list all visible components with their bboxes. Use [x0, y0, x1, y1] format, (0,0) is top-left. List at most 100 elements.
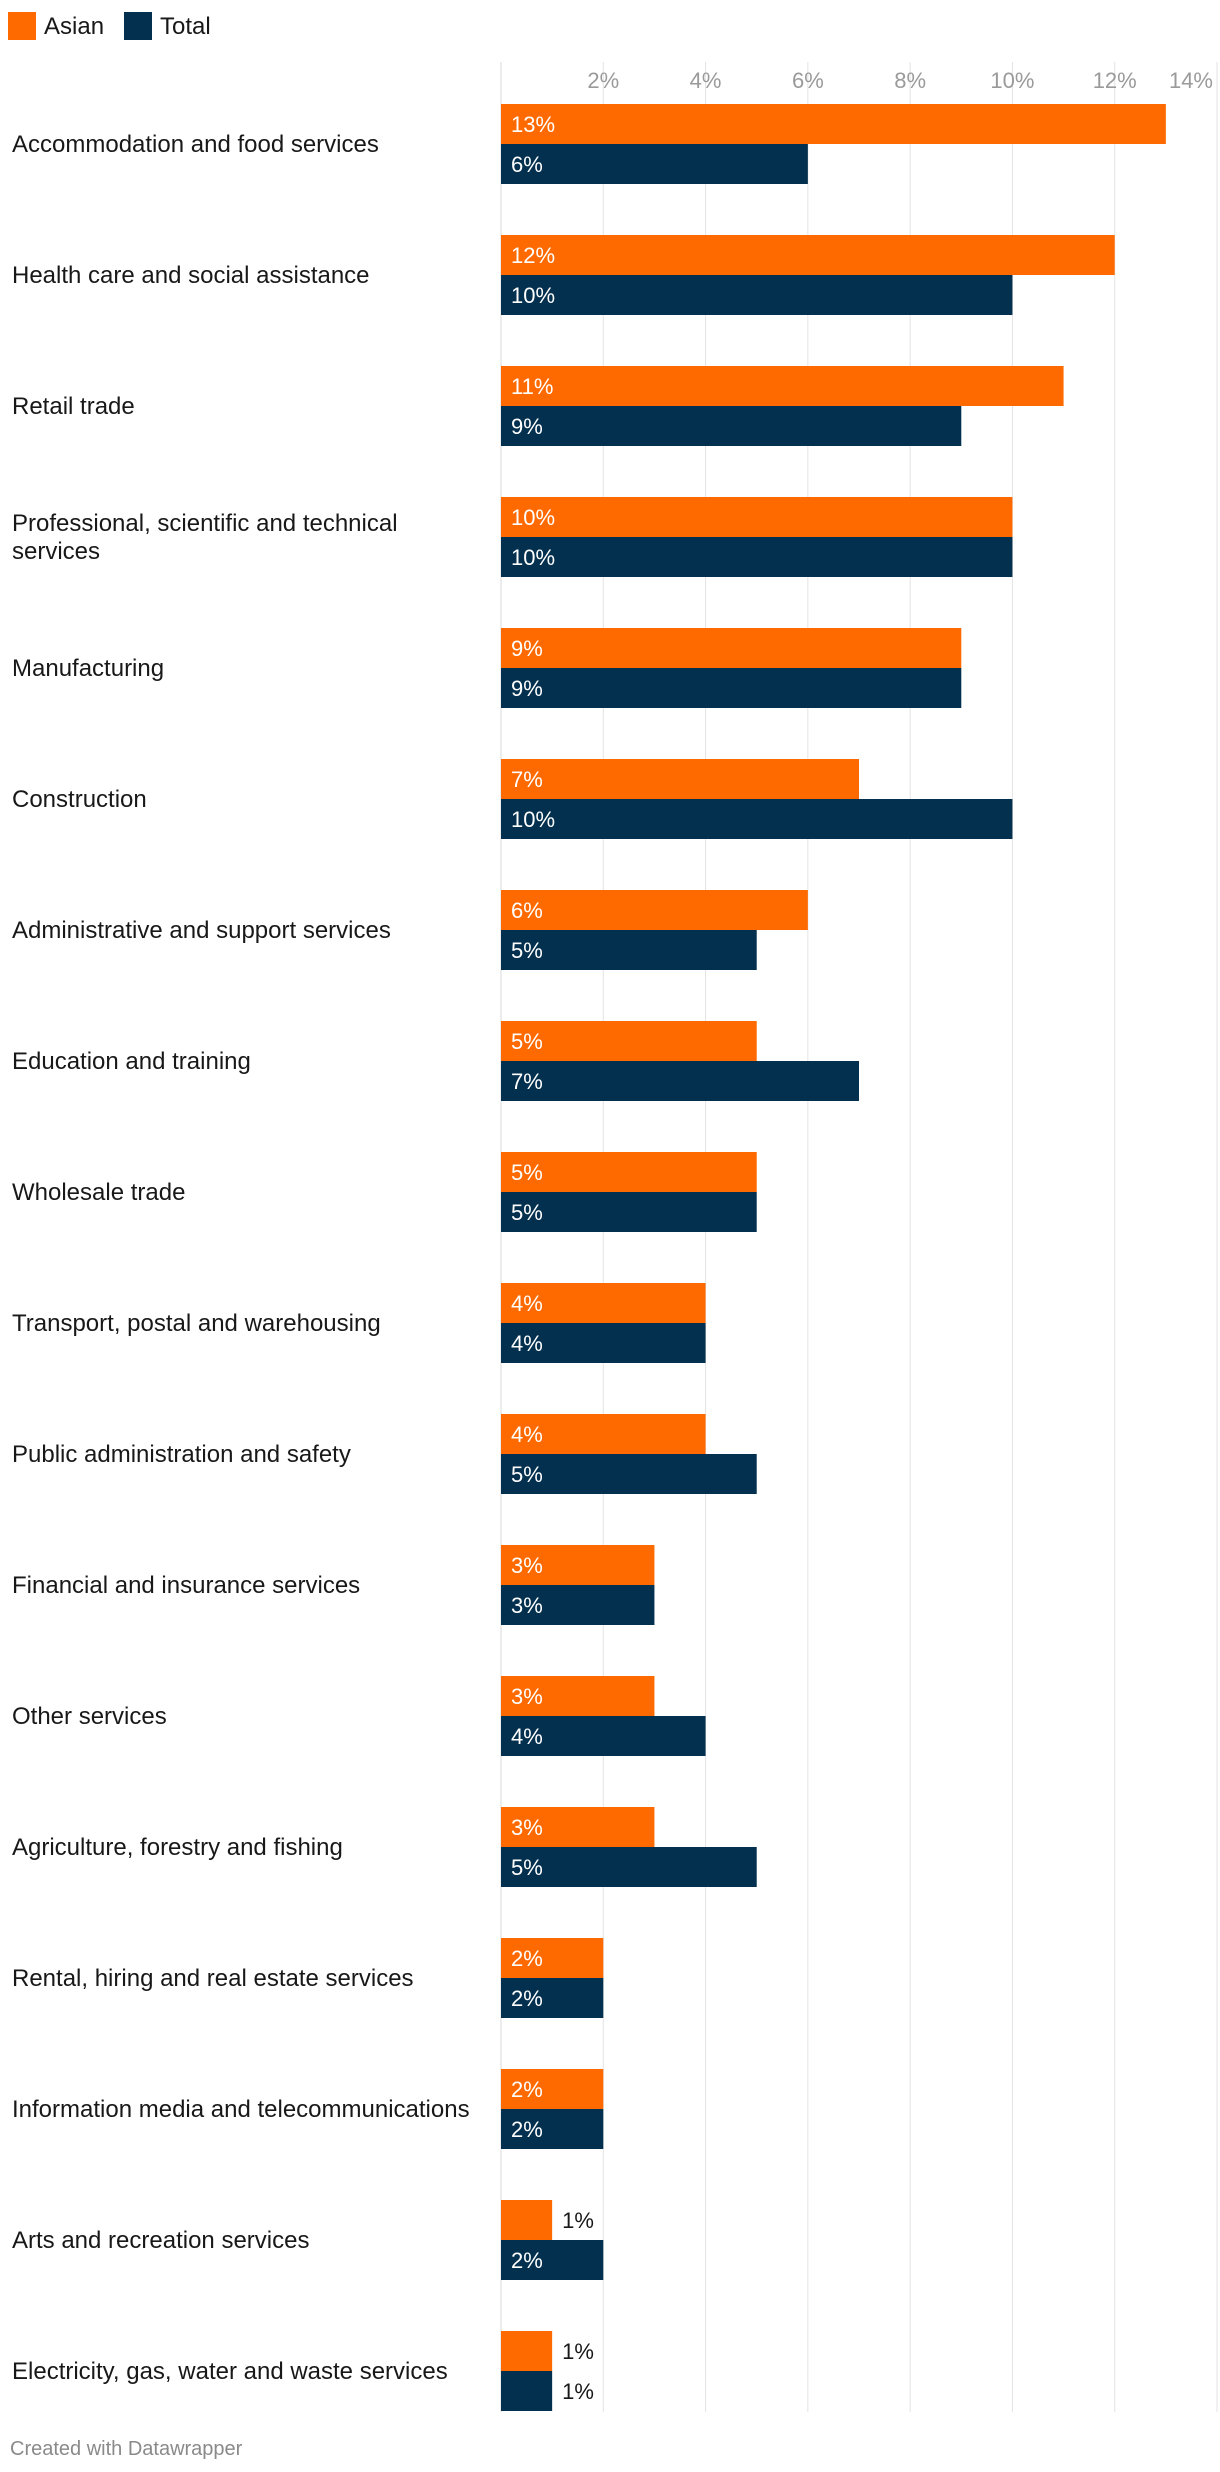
value-label-total: 2%	[511, 2117, 543, 2142]
category-label: Health care and social assistance	[12, 262, 370, 289]
value-label-total: 2%	[511, 1986, 543, 2011]
value-label-asian: 1%	[562, 2339, 594, 2364]
value-label-total: 10%	[511, 283, 555, 308]
bar-asian	[501, 1414, 706, 1454]
bar-total	[501, 1061, 859, 1101]
category-label: Rental, hiring and real estate services	[12, 1965, 414, 1992]
legend-swatch-asian	[8, 12, 36, 40]
category-label: Accommodation and food services	[12, 131, 379, 158]
x-axis-ticks: 2% 4% 6% 8% 10% 12% 14%	[587, 68, 1213, 93]
bar-asian	[501, 2331, 553, 2371]
category-label: Electricity, gas, water and waste servic…	[12, 2358, 448, 2385]
value-label-total: 1%	[562, 2379, 594, 2404]
gridlines	[500, 62, 1218, 2412]
value-label-asian: 3%	[511, 1815, 543, 1840]
x-tick-label: 2%	[587, 68, 619, 93]
bar-total	[501, 668, 962, 708]
category-label: Manufacturing	[12, 655, 164, 682]
bar-asian	[501, 2069, 604, 2109]
bar-total	[501, 1192, 757, 1232]
bar-asian	[501, 1152, 757, 1192]
category-label: Financial and insurance services	[12, 1572, 360, 1599]
value-label-total: 7%	[511, 1069, 543, 1094]
category-label: Professional, scientific and technical se…	[12, 510, 398, 565]
value-label-total: 5%	[511, 1462, 543, 1487]
bar-total	[501, 2371, 553, 2411]
bar-total	[501, 1978, 604, 2018]
bar-asian	[501, 1807, 655, 1847]
value-label-asian: 9%	[511, 636, 543, 661]
bar-total	[501, 275, 1013, 315]
legend-label-asian: Asian	[44, 13, 104, 40]
footer-credit: Created with Datawrapper	[10, 2438, 243, 2460]
category-label: Transport, postal and warehousing	[12, 1310, 381, 1337]
value-label-asian: 1%	[562, 2208, 594, 2233]
value-label-asian: 10%	[511, 505, 555, 530]
value-label-total: 4%	[511, 1331, 543, 1356]
value-label-asian: 3%	[511, 1553, 543, 1578]
value-label-total: 4%	[511, 1724, 543, 1749]
x-tick-label: 8%	[894, 68, 926, 93]
bar-asian	[501, 1938, 604, 1978]
category-label: Arts and recreation services	[12, 2227, 309, 2254]
value-label-asian: 12%	[511, 243, 555, 268]
bar-asian	[501, 890, 808, 930]
value-label-asian: 3%	[511, 1684, 543, 1709]
bar-asian	[501, 1283, 706, 1323]
x-tick-label: 10%	[990, 68, 1034, 93]
bar-asian	[501, 104, 1166, 144]
x-tick-label: 12%	[1093, 68, 1137, 93]
bar-total	[501, 537, 1013, 577]
value-label-asian: 5%	[511, 1160, 543, 1185]
category-label: Agriculture, forestry and fishing	[12, 1834, 343, 1861]
value-label-total: 6%	[511, 152, 543, 177]
category-label: Retail trade	[12, 393, 135, 420]
value-label-asian: 13%	[511, 112, 555, 137]
value-label-total: 3%	[511, 1593, 543, 1618]
bar-asian	[501, 2200, 553, 2240]
legend-label-total: Total	[160, 13, 211, 40]
bar-asian	[501, 235, 1115, 275]
bar-total	[501, 1847, 757, 1887]
bars	[501, 104, 1166, 2411]
category-label: Administrative and support services	[12, 917, 391, 944]
value-label-total: 2%	[511, 2248, 543, 2273]
bar-asian	[501, 1676, 655, 1716]
bar-total	[501, 1454, 757, 1494]
bar-total	[501, 799, 1013, 839]
x-tick-label: 14%	[1169, 68, 1213, 93]
value-label-total: 9%	[511, 676, 543, 701]
value-label-asian: 2%	[511, 1946, 543, 1971]
value-label-total: 5%	[511, 1200, 543, 1225]
value-label-total: 9%	[511, 414, 543, 439]
category-label: Education and training	[12, 1048, 251, 1075]
value-label-asian: 4%	[511, 1291, 543, 1316]
legend-swatch-total	[124, 12, 152, 40]
category-label: Information media and telecommunications	[12, 2096, 470, 2123]
value-label-asian: 2%	[511, 2077, 543, 2102]
value-label-asian: 6%	[511, 898, 543, 923]
bar-asian	[501, 759, 859, 799]
bar-total	[501, 1716, 706, 1756]
bar-asian	[501, 628, 962, 668]
legend: Asian Total	[8, 12, 211, 40]
bar-total	[501, 2109, 604, 2149]
bar-total	[501, 406, 962, 446]
value-label-asian: 11%	[511, 374, 553, 399]
category-labels: Accommodation and food services Health ca…	[12, 131, 470, 2385]
value-label-total: 10%	[511, 545, 555, 570]
value-label-total: 5%	[511, 938, 543, 963]
value-label-asian: 5%	[511, 1029, 543, 1054]
bar-total	[501, 930, 757, 970]
x-tick-label: 4%	[690, 68, 722, 93]
bar-asian	[501, 366, 1064, 406]
bar-total	[501, 1585, 655, 1625]
value-label-total: 5%	[511, 1855, 543, 1880]
category-label: Other services	[12, 1703, 167, 1730]
value-label-total: 10%	[511, 807, 555, 832]
bar-asian	[501, 497, 1013, 537]
bar-total	[501, 144, 808, 184]
category-label: Wholesale trade	[12, 1179, 185, 1206]
value-label-asian: 7%	[511, 767, 543, 792]
